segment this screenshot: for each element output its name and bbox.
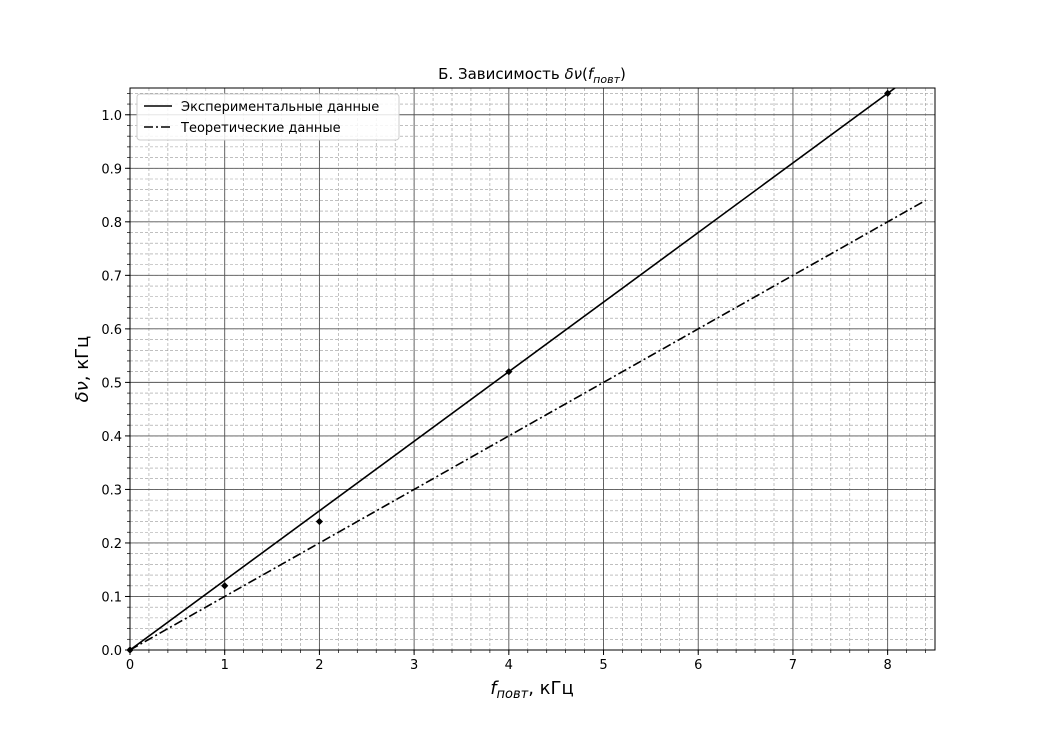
- y-tick-label: 0.1: [101, 590, 122, 605]
- x-tick-label: 4: [505, 658, 513, 673]
- experimental-line: [130, 88, 897, 650]
- data-point: [315, 517, 324, 526]
- y-tick-label: 0.8: [101, 216, 122, 231]
- y-tick-label: 0.4: [101, 430, 122, 445]
- x-tick-label: 0: [126, 658, 134, 673]
- y-tick-label: 1.0: [101, 109, 122, 124]
- x-tick-label: 1: [221, 658, 229, 673]
- y-tick-label: 0.9: [101, 162, 122, 177]
- legend-box: [136, 93, 400, 141]
- data-point: [884, 89, 892, 97]
- data-point: [505, 368, 513, 376]
- legend-entry-theoretical: Теоретические данные: [180, 121, 341, 136]
- y-tick-label: 0.2: [101, 537, 122, 552]
- major-grid: [129, 88, 935, 651]
- y-tick-label: 0.5: [101, 376, 122, 391]
- y-tick-label: 0.0: [101, 644, 122, 659]
- legend-entry-experimental: Экспериментальные данные: [181, 100, 379, 115]
- series-layer: [130, 88, 926, 650]
- x-tick-label: 8: [884, 658, 892, 673]
- y-tick-label: 0.6: [101, 323, 122, 338]
- legend: Экспериментальные данные Теоретические д…: [136, 93, 400, 141]
- chart-title: Б. Зависимость δν(fповт): [438, 65, 626, 86]
- x-tick-label: 5: [599, 658, 607, 673]
- minor-grid: [129, 88, 935, 651]
- x-tick-label: 3: [410, 658, 418, 673]
- y-tick-labels: 0.0 0.1 0.2 0.3 0.4 0.5 0.6 0.7 0.8 0.9 1.0: [101, 109, 122, 659]
- plot-frame: [129, 87, 936, 651]
- x-tick-label: 2: [315, 658, 323, 673]
- y-tick-label: 0.7: [101, 269, 122, 284]
- axis-ticks: [125, 93, 926, 655]
- x-tick-label: 6: [694, 658, 702, 673]
- x-axis-label: fповт, кГц: [490, 678, 574, 702]
- y-tick-label: 0.3: [101, 483, 122, 498]
- theoretical-line: [130, 199, 926, 650]
- y-axis-label: δν, кГц: [72, 336, 93, 403]
- data-point: [221, 582, 229, 590]
- x-tick-labels: 0 1 2 3 4 5 6 7 8: [126, 658, 892, 673]
- x-tick-label: 7: [789, 658, 797, 673]
